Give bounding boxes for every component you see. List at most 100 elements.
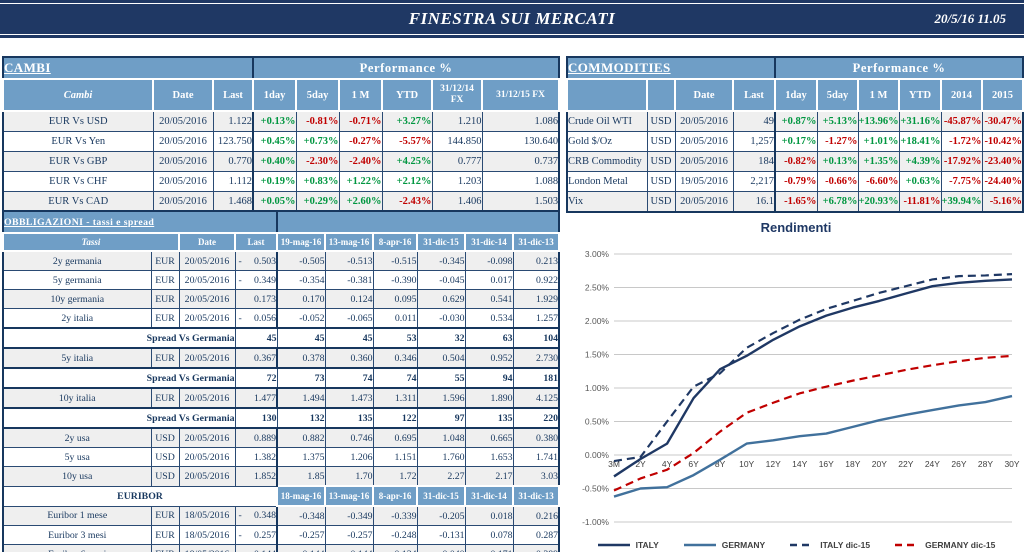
hist-cell: -0.257 [324,525,374,545]
last-cell: 1.477 [234,387,278,409]
svg-text:20Y: 20Y [872,459,887,469]
perf-2015-cell: -24.40% [981,171,1024,192]
currency-cell: USD [150,466,180,487]
hist-cell: 1.929 [512,289,560,309]
column-header: 1 M [857,78,901,112]
column-header: 31-dic-14 [464,485,515,507]
fx-2014-cell: 144.850 [431,131,483,152]
euribor-name: Euribor 6 mesi [2,544,152,552]
commodities-title-text: COMMODITIES [568,60,671,75]
legend-line-sample [597,543,630,547]
svg-text:14Y: 14Y [792,459,807,469]
last-cell: 49 [732,110,776,132]
hist-cell: 0.952 [464,347,514,369]
column-header: 1 M [338,78,384,112]
legend-label: ITALY [635,540,659,550]
spread-value: 135 [464,407,514,429]
legend-item: GERMANY dic-15 [894,540,995,550]
spread-value: 45 [276,327,326,349]
bond-name: 5y italia [2,347,152,369]
instrument-name: EUR Vs CHF [2,171,154,192]
bond-name: 2y italia [2,308,152,329]
last-cell: -0.503 [234,250,278,271]
svg-text:2.50%: 2.50% [585,283,610,293]
last-value: 1.852 [254,470,277,482]
svg-text:26Y: 26Y [951,459,966,469]
perf-ytd-cell: -5.57% [381,131,433,152]
hist-cell: 0.011 [372,308,418,329]
svg-text:2Y: 2Y [635,459,646,469]
fx-2015-cell: 130.640 [481,131,560,152]
instrument-name: EUR Vs CAD [2,191,154,213]
perf-1day-cell: +0.45% [252,131,297,152]
fx-2014-cell: 1.406 [431,191,483,213]
last-value: 0.889 [254,432,277,444]
minus-sign: - [238,255,242,267]
svg-text:3.00%: 3.00% [585,249,610,259]
hist-cell: -0.348 [276,505,326,526]
date-cell: 20/05/2016 [152,191,214,213]
hist-cell: 0.124 [324,289,374,309]
column-header: 5day [816,78,860,112]
column-header: 13-mag-16 [324,232,375,252]
svg-text:24Y: 24Y [925,459,940,469]
last-value: 0.349 [254,274,277,286]
spread-label: Spread Vs Germania [2,327,236,349]
spread-value: 72 [234,367,278,389]
perf-2014-cell: -45.87% [940,110,983,132]
fx-2015-cell: 1.086 [481,110,560,132]
hist-cell: -0.144 [276,544,326,552]
last-value: 0.367 [254,352,277,364]
last-value: 0.144 [254,549,276,552]
cambi-row: EUR Vs CAD 20/05/2016 1.468 +0.05% +0.29… [2,191,560,213]
bond-row: 10y usa USD 20/05/2016 1.852 1.85 1.70 1… [2,466,560,487]
perf-1day-cell: +0.17% [774,131,818,152]
last-cell: 184 [732,151,776,172]
svg-text:28Y: 28Y [978,459,993,469]
column-header: 2014 [940,78,984,112]
currency-cell: USD [646,110,676,132]
last-value: 0.173 [254,293,277,305]
bond-name: 5y germania [2,270,152,290]
perf-1m-cell: +1.35% [857,151,900,172]
perf-ytd-cell: +18.41% [898,131,942,152]
hist-cell: 1.653 [464,447,514,467]
perf-1day-cell: +0.05% [252,191,297,213]
hist-cell: -0.381 [324,270,374,290]
legend-line-sample [683,543,716,547]
column-header [646,78,676,112]
commodity-row: Crude Oil WTI USD 20/05/2016 49 +0.87% +… [566,110,1024,132]
last-cell: -0.257 [234,525,278,545]
series-germany [613,394,1013,498]
perf-2014-cell: -1.72% [940,131,983,152]
chart-title: Rendimenti [760,220,832,235]
perf-5day-cell: +5.13% [816,110,859,132]
date-cell: 20/05/2016 [674,151,734,172]
legend-label: ITALY dic-15 [820,540,871,550]
date-cell: 20/05/2016 [178,427,236,448]
column-header: Date [152,78,214,112]
hist-cell: 0.346 [372,347,418,369]
perf-1day-cell: -0.82% [774,151,818,172]
instrument-name: EUR Vs Yen [2,131,154,152]
commodity-row: CRB Commodity USD 20/05/2016 184 -0.82% … [566,151,1024,172]
svg-text:4Y: 4Y [662,459,673,469]
cambi-table: CAMBI Performance % Cambi Date Last 1day… [2,56,561,213]
date-cell: 20/05/2016 [178,387,236,409]
perf-1m-cell: +2.60% [338,191,383,213]
commodities-table: COMMODITIES Performance % Date Last 1day… [566,56,1024,213]
perf-ytd-cell: +3.27% [381,110,433,132]
hist-cell: -0.131 [416,525,466,545]
series-italy-dic-15 [613,273,1013,463]
perf-ytd-cell: +4.25% [381,151,433,172]
last-cell: 16.1 [732,191,776,213]
perf-1day-cell: -0.79% [774,171,818,192]
perf-ytd-cell: +4.39% [898,151,942,172]
hist-cell: 1.375 [276,447,326,467]
legend-item: ITALY [597,540,659,550]
date-cell: 18/05/2016 [178,505,236,526]
cambi-title-text: CAMBI [4,60,51,75]
series-germany-dic-15 [613,354,1013,492]
minus-sign: - [238,529,242,541]
bond-row: 5y germania EUR 20/05/2016 -0.349 -0.354… [2,270,560,290]
